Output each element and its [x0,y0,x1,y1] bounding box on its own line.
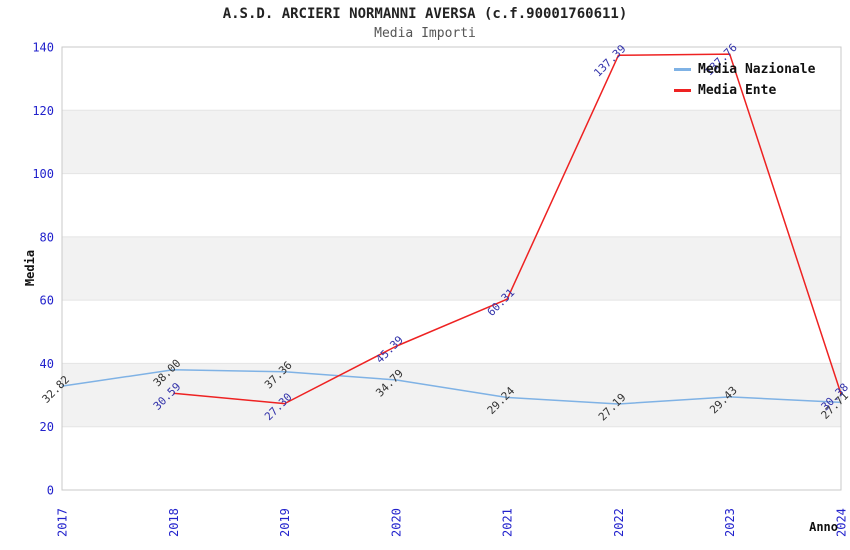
x-tick-label: 2019 [278,508,292,537]
x-tick-label: 2020 [389,508,403,537]
y-tick-label: 60 [40,294,54,308]
y-tick-label: 80 [40,230,54,244]
legend-item-media-ente: Media Ente [674,82,815,98]
y-tick-label: 100 [32,167,54,181]
y-tick-label: 40 [40,357,54,371]
y-axis-title: Media [23,249,37,287]
series-line-media-nazionale [61,369,842,405]
legend: Media Nazionale Media Ente [674,61,816,98]
media-ente-line-swatch [674,88,691,92]
x-tick-label: 2023 [723,508,737,537]
x-tick-label: 2022 [612,508,626,537]
chart-title: A.S.D. ARCIERI NORMANNI AVERSA (c.f.9000… [222,6,628,22]
plot-border [61,46,842,491]
y-tick-label: 20 [40,420,54,434]
y-tick-label: 140 [32,41,54,55]
chart-subtitle: Media Importi [374,26,476,41]
data-label-text: 45.39 [373,333,406,366]
grid-band [62,110,841,174]
x-tick-label: 2017 [56,508,70,537]
y-tick-label: 0 [47,484,54,498]
y-tick-label: 120 [32,104,54,118]
grid-band [62,236,841,301]
series-line-media-ente [173,53,842,405]
legend-item-media-nazionale: Media Nazionale [674,61,816,77]
legend-label-media-ente: Media Ente [698,82,777,98]
x-tick-label: 2018 [167,508,181,537]
data-label-media-ente: 45.39 [373,333,406,366]
media-nazionale-line-swatch [674,67,691,71]
x-axis-title: Anno [809,520,838,534]
x-tick-label: 2024 [835,508,849,537]
legend-label-media-nazionale: Media Nazionale [698,61,816,77]
x-tick-label: 2021 [501,508,515,537]
